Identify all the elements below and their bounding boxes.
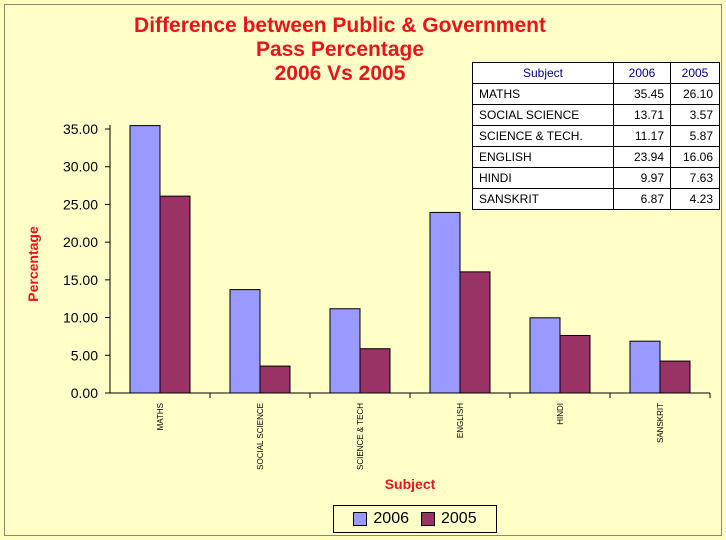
legend-label-2006: 2006 [373,510,409,527]
table-cell-subject: SANSKRIT [472,188,614,210]
table-cell-2006: 13.71 [613,104,671,126]
y-tick-label: 30.00 [63,159,98,175]
table-header-subject: Subject [472,62,614,84]
data-table: Subject 2006 2005 MATHS 35.45 26.10 SOCI… [472,62,720,210]
table-header-2005: 2005 [670,62,720,84]
title-line-2: Pass Percentage [255,38,425,61]
bar-2005 [659,360,691,394]
x-tick-label: HINDI [556,403,565,425]
y-tick-label: 35.00 [63,121,98,137]
table-cell-subject: MATHS [472,83,614,105]
table-cell-2005: 16.06 [670,146,720,168]
legend-label-2005: 2005 [441,510,477,527]
table-cell-2006: 35.45 [613,83,671,105]
table-cell-2006: 11.17 [613,125,671,147]
table-header-row: Subject 2006 2005 [472,62,720,84]
table-row: HINDI 9.97 7.63 [472,167,720,189]
y-tick-label: 25.00 [63,196,98,212]
bar-2006 [229,289,261,394]
table-row: MATHS 35.45 26.10 [472,83,720,105]
y-tick-label: 0.00 [71,385,98,401]
bar-2006 [529,317,561,394]
x-tick-label: ENGLISH [456,403,465,438]
bar-2005 [259,365,291,394]
table-cell-subject: ENGLISH [472,146,614,168]
table-cell-2006: 23.94 [613,146,671,168]
bar-2006 [129,125,161,394]
legend-swatch-2005 [421,512,435,526]
table-cell-2006: 6.87 [613,188,671,210]
table-cell-subject: HINDI [472,167,614,189]
y-tick-label: 10.00 [63,310,98,326]
bar-2006 [629,340,661,394]
table-row: ENGLISH 23.94 16.06 [472,146,720,168]
x-tick-label: MATHS [156,403,165,430]
table-cell-2005: 5.87 [670,125,720,147]
x-tick-label: SANSKRIT [656,403,665,443]
title-line-1: Difference between Public & Government [134,14,546,37]
table-cell-subject: SOCIAL SCIENCE [472,104,614,126]
bar-2005 [559,334,591,394]
table-row: SOCIAL SCIENCE 13.71 3.57 [472,104,720,126]
table-cell-2005: 26.10 [670,83,720,105]
table-cell-2005: 3.57 [670,104,720,126]
y-axis-label: Percentage [25,226,41,302]
chart-title: Difference between Public & Government P… [60,14,620,86]
table-cell-subject: SCIENCE & TECH. [472,125,614,147]
y-tick-label: 5.00 [71,347,98,363]
table-cell-2006: 9.97 [613,167,671,189]
bar-2005 [159,195,191,394]
y-tick-label: 20.00 [63,234,98,250]
table-row: SANSKRIT 6.87 4.23 [472,188,720,210]
legend-item-2006: 2006 [353,510,409,528]
bar-2006 [429,211,461,394]
table-header-2006: 2006 [613,62,671,84]
x-tick-label: SOCIAL SCIENCE [256,403,265,470]
legend-item-2005: 2005 [421,510,477,528]
legend-swatch-2006 [353,512,368,526]
x-axis-label: Subject [384,476,436,492]
x-tick-label: SCIENCE & TECH [356,403,365,470]
table-row: SCIENCE & TECH. 11.17 5.87 [472,125,720,147]
table-cell-2005: 4.23 [670,188,720,210]
legend: 2006 2005 [333,505,497,533]
bar-2005 [359,348,391,394]
title-line-3: 2006 Vs 2005 [274,62,406,85]
y-tick-label: 15.00 [63,272,98,288]
bar-2006 [329,308,361,394]
bar-2005 [459,271,491,394]
table-cell-2005: 7.63 [670,167,720,189]
